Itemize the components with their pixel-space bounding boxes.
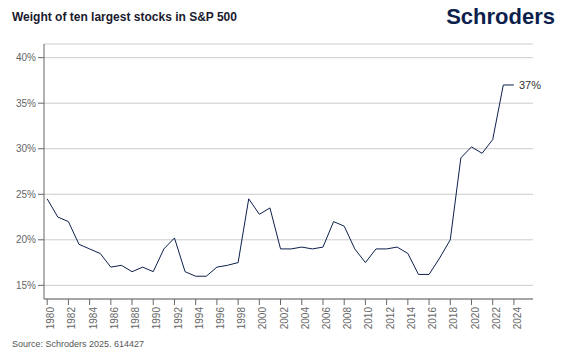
- svg-text:15%: 15%: [16, 280, 36, 291]
- svg-text:2000: 2000: [257, 307, 268, 330]
- svg-text:2024: 2024: [512, 307, 523, 330]
- html-text:Schroders: Schroders: [446, 4, 555, 29]
- svg-text:1994: 1994: [194, 307, 205, 330]
- svg-text:30%: 30%: [16, 143, 36, 154]
- html-text:Weight of ten largest stocks i: Weight of ten largest stocks in S&P 500: [12, 10, 237, 24]
- svg-text:2016: 2016: [427, 307, 438, 330]
- svg-text:1986: 1986: [109, 307, 120, 330]
- svg-text:2014: 2014: [406, 307, 417, 330]
- svg-text:35%: 35%: [16, 98, 36, 109]
- svg-text:20%: 20%: [16, 234, 36, 245]
- svg-text:1988: 1988: [130, 307, 141, 330]
- svg-text:1990: 1990: [151, 307, 162, 330]
- svg-text:2012: 2012: [385, 307, 396, 330]
- svg-text:2008: 2008: [342, 307, 353, 330]
- svg-text:1980: 1980: [45, 307, 56, 330]
- svg-text:37%: 37%: [519, 79, 541, 91]
- svg-text:2010: 2010: [364, 307, 375, 330]
- svg-text:2006: 2006: [321, 307, 332, 330]
- svg-text:1996: 1996: [215, 307, 226, 330]
- svg-text:2020: 2020: [470, 307, 481, 330]
- html-text:Source: Schroders 2025. 614427: Source: Schroders 2025. 614427: [12, 339, 145, 349]
- svg-text:40%: 40%: [16, 52, 36, 63]
- svg-text:2002: 2002: [279, 307, 290, 330]
- svg-text:1998: 1998: [236, 307, 247, 330]
- svg-text:1984: 1984: [88, 307, 99, 330]
- svg-text:1982: 1982: [66, 307, 77, 330]
- svg-text:2018: 2018: [448, 307, 459, 330]
- svg-text:1992: 1992: [173, 307, 184, 330]
- svg-text:2004: 2004: [300, 307, 311, 330]
- svg-text:25%: 25%: [16, 189, 36, 200]
- svg-text:2022: 2022: [491, 307, 502, 330]
